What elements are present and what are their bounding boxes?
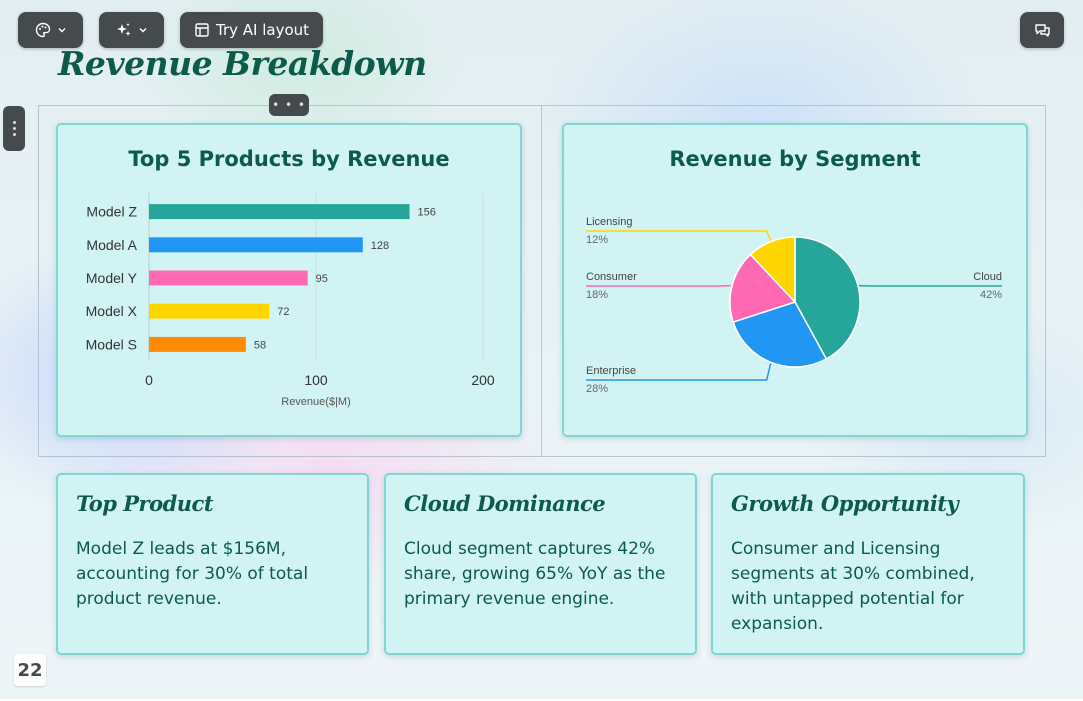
page-number: 22 [14,654,46,686]
try-ai-layout-button[interactable]: Try AI layout [180,12,323,48]
y-tick-label: Model A [86,237,137,253]
pie-slice [749,236,796,304]
y-tick-label: Model X [86,303,138,319]
insight-title: Top Product [76,491,214,516]
x-tick-label: 100 [304,372,328,388]
layout-frame [38,105,1046,457]
slice-category-label: Cloud [973,271,1002,283]
pie-chart-card: Revenue by Segment Cloud 42% Enterprise 28%… [562,123,1028,437]
leader-line [586,363,772,381]
data-label: 58 [254,339,266,351]
bar [149,270,308,286]
palette-icon [35,22,51,38]
comments-button[interactable] [1020,12,1064,48]
x-tick-label: 0 [145,372,153,388]
pie-slice [729,253,797,324]
pie-slice [732,301,828,368]
y-tick-label: Model S [86,336,137,352]
insight-text: Consumer and Licensing segments at 30% c… [731,539,975,634]
pie-chart-title: Revenue by Segment [669,147,921,171]
insight-card-growth-opportunity: Growth Opportunity Consumer and Licensin… [711,473,1025,655]
leader-line [586,230,772,241]
try-ai-layout-label: Try AI layout [215,21,310,39]
slice-category-label: Licensing [586,216,632,228]
bar [149,303,270,319]
slice-category-label: Enterprise [586,365,636,377]
bar [149,237,363,253]
comments-icon [1034,22,1051,39]
slice-percent-label: 28% [586,383,608,395]
chevron-down-icon [57,25,67,35]
data-label: 72 [277,306,289,318]
insight-title: Cloud Dominance [404,491,606,516]
slice-percent-label: 12% [586,234,608,246]
drag-handle-vertical[interactable] [3,106,25,151]
y-tick-label: Model Y [86,270,138,286]
bottom-border [0,699,1083,701]
pie-slice [794,236,861,360]
insight-card-cloud-dominance: Cloud Dominance Cloud segment captures 4… [384,473,697,655]
drag-handle-horizontal[interactable]: • • • [269,94,309,116]
bar [149,204,410,220]
insight-text: Cloud segment captures 42% share, growin… [404,539,666,609]
y-tick-label: Model Z [86,204,137,220]
slice-category-label: Consumer [586,271,637,283]
sparkles-icon [116,22,132,38]
bar-chart-title: Top 5 Products by Revenue [128,147,450,171]
theme-menu-button[interactable] [18,12,83,48]
slide-title: Revenue Breakdown [58,44,427,83]
layout-divider [541,105,542,457]
chevron-down-icon [138,25,148,35]
x-axis-label: Revenue($|M) [281,396,351,408]
data-label: 128 [371,240,389,252]
insight-title: Growth Opportunity [731,491,959,516]
pie-chart: Cloud 42% Enterprise 28% Consumer 18% Licensin… [586,216,1002,395]
bar-chart: Model Z 156 Model A 128 Model Y 95 Model X 72 Mo… [86,193,495,408]
bar-chart-card: Top 5 Products by Revenue Model Z 156 Mode… [56,123,522,437]
insight-card-top-product: Top Product Model Z leads at $156M, acco… [56,473,369,655]
ai-menu-button[interactable] [99,12,164,48]
slice-percent-label: 18% [586,289,608,301]
insight-text: Model Z leads at $156M, accounting for 3… [76,539,309,609]
data-label: 95 [316,273,328,285]
data-label: 156 [418,207,436,219]
x-tick-label: 200 [471,372,495,388]
slice-percent-label: 42% [980,289,1002,301]
layout-icon [194,22,210,38]
bar [149,336,246,352]
